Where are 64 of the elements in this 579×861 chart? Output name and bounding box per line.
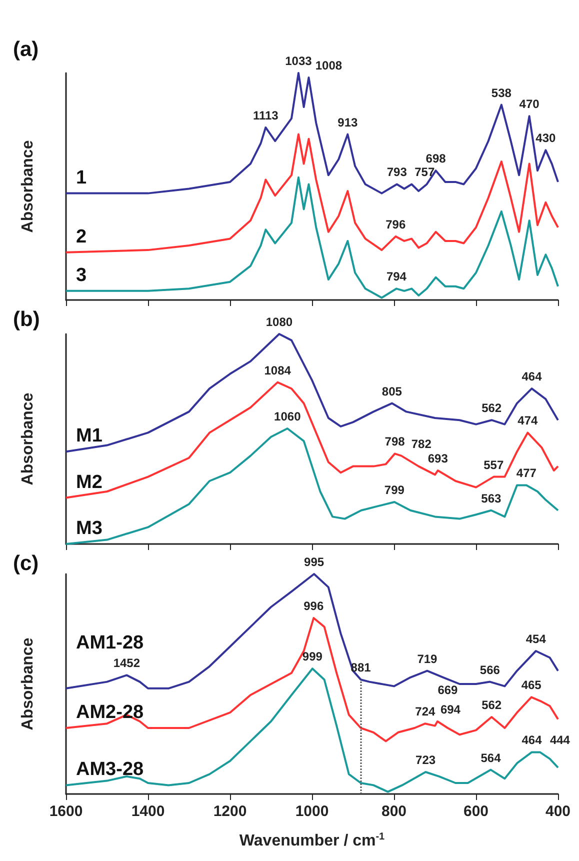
series-label: M2 xyxy=(76,472,102,493)
x-tick-label: 400 xyxy=(545,803,571,820)
annotation: 796 xyxy=(386,217,406,232)
annotation: 1084 xyxy=(264,363,292,378)
annotation: 563 xyxy=(481,491,502,506)
annotation: 693 xyxy=(428,452,448,466)
series-label: 2 xyxy=(76,226,87,248)
series-label: M3 xyxy=(76,518,102,539)
annotation: 799 xyxy=(384,483,405,497)
annotation: 465 xyxy=(521,678,542,692)
annotation: 757 xyxy=(414,165,435,180)
y-axis-title: Absorbance xyxy=(20,638,36,730)
annotation: 1033 xyxy=(285,54,312,68)
annotation: 1080 xyxy=(266,315,293,329)
x-tick-label: 1200 xyxy=(213,803,247,820)
annotation: 444 xyxy=(550,733,570,748)
annotation: 723 xyxy=(416,753,436,767)
annotation: 669 xyxy=(438,683,458,697)
annotation: 464 xyxy=(522,733,542,748)
x-tick-label: 1000 xyxy=(295,803,329,820)
x-tick-label: 600 xyxy=(463,803,489,820)
annotation: 1060 xyxy=(274,410,302,424)
annotation: 474 xyxy=(518,414,538,428)
y-axis-title: Absorbance xyxy=(20,392,36,486)
annotation: 805 xyxy=(382,384,402,398)
annotation: 724 xyxy=(415,704,436,719)
x-tick-label: 1400 xyxy=(131,803,165,820)
annotation: 793 xyxy=(386,165,408,180)
annotation: 454 xyxy=(526,632,546,646)
annotation: 1113 xyxy=(252,108,279,122)
annotation: 562 xyxy=(482,698,502,712)
chart-title: (b) xyxy=(13,308,40,331)
annotation: 564 xyxy=(480,750,502,765)
chart-title: (c) xyxy=(13,552,39,575)
annotation: 538 xyxy=(491,86,512,100)
annotation: 913 xyxy=(338,115,358,130)
x-tick-label: 800 xyxy=(381,803,407,820)
annotation: 430 xyxy=(536,131,556,146)
annotation: 464 xyxy=(522,370,542,384)
annotation: 999 xyxy=(302,650,323,664)
annotation: 566 xyxy=(480,662,500,677)
annotation: 470 xyxy=(519,97,540,112)
annotation: 1452 xyxy=(113,656,140,670)
series-label: AM2-28 xyxy=(76,702,144,723)
annotation: 719 xyxy=(417,652,438,666)
annotation: 1008 xyxy=(315,58,342,73)
annotation: 562 xyxy=(482,401,502,416)
annotation: 694 xyxy=(440,702,461,716)
annotation: 996 xyxy=(304,599,324,613)
annotation: 782 xyxy=(411,436,432,451)
series-label: 3 xyxy=(76,264,87,286)
annotation: 798 xyxy=(384,434,406,449)
series-label: 1 xyxy=(76,167,87,188)
series-label: AM3-28 xyxy=(76,759,144,780)
x-tick-label: 1600 xyxy=(49,803,83,820)
annotation: 698 xyxy=(426,152,446,166)
annotation: 995 xyxy=(304,555,324,569)
series-label: AM1-28 xyxy=(76,632,144,654)
annotation: 794 xyxy=(386,270,407,284)
annotation: 477 xyxy=(516,466,537,480)
series-label: M1 xyxy=(76,426,103,447)
y-axis-title: Absorbance xyxy=(20,140,36,233)
annotation: 557 xyxy=(484,458,504,472)
chart-title: (a) xyxy=(13,38,39,61)
